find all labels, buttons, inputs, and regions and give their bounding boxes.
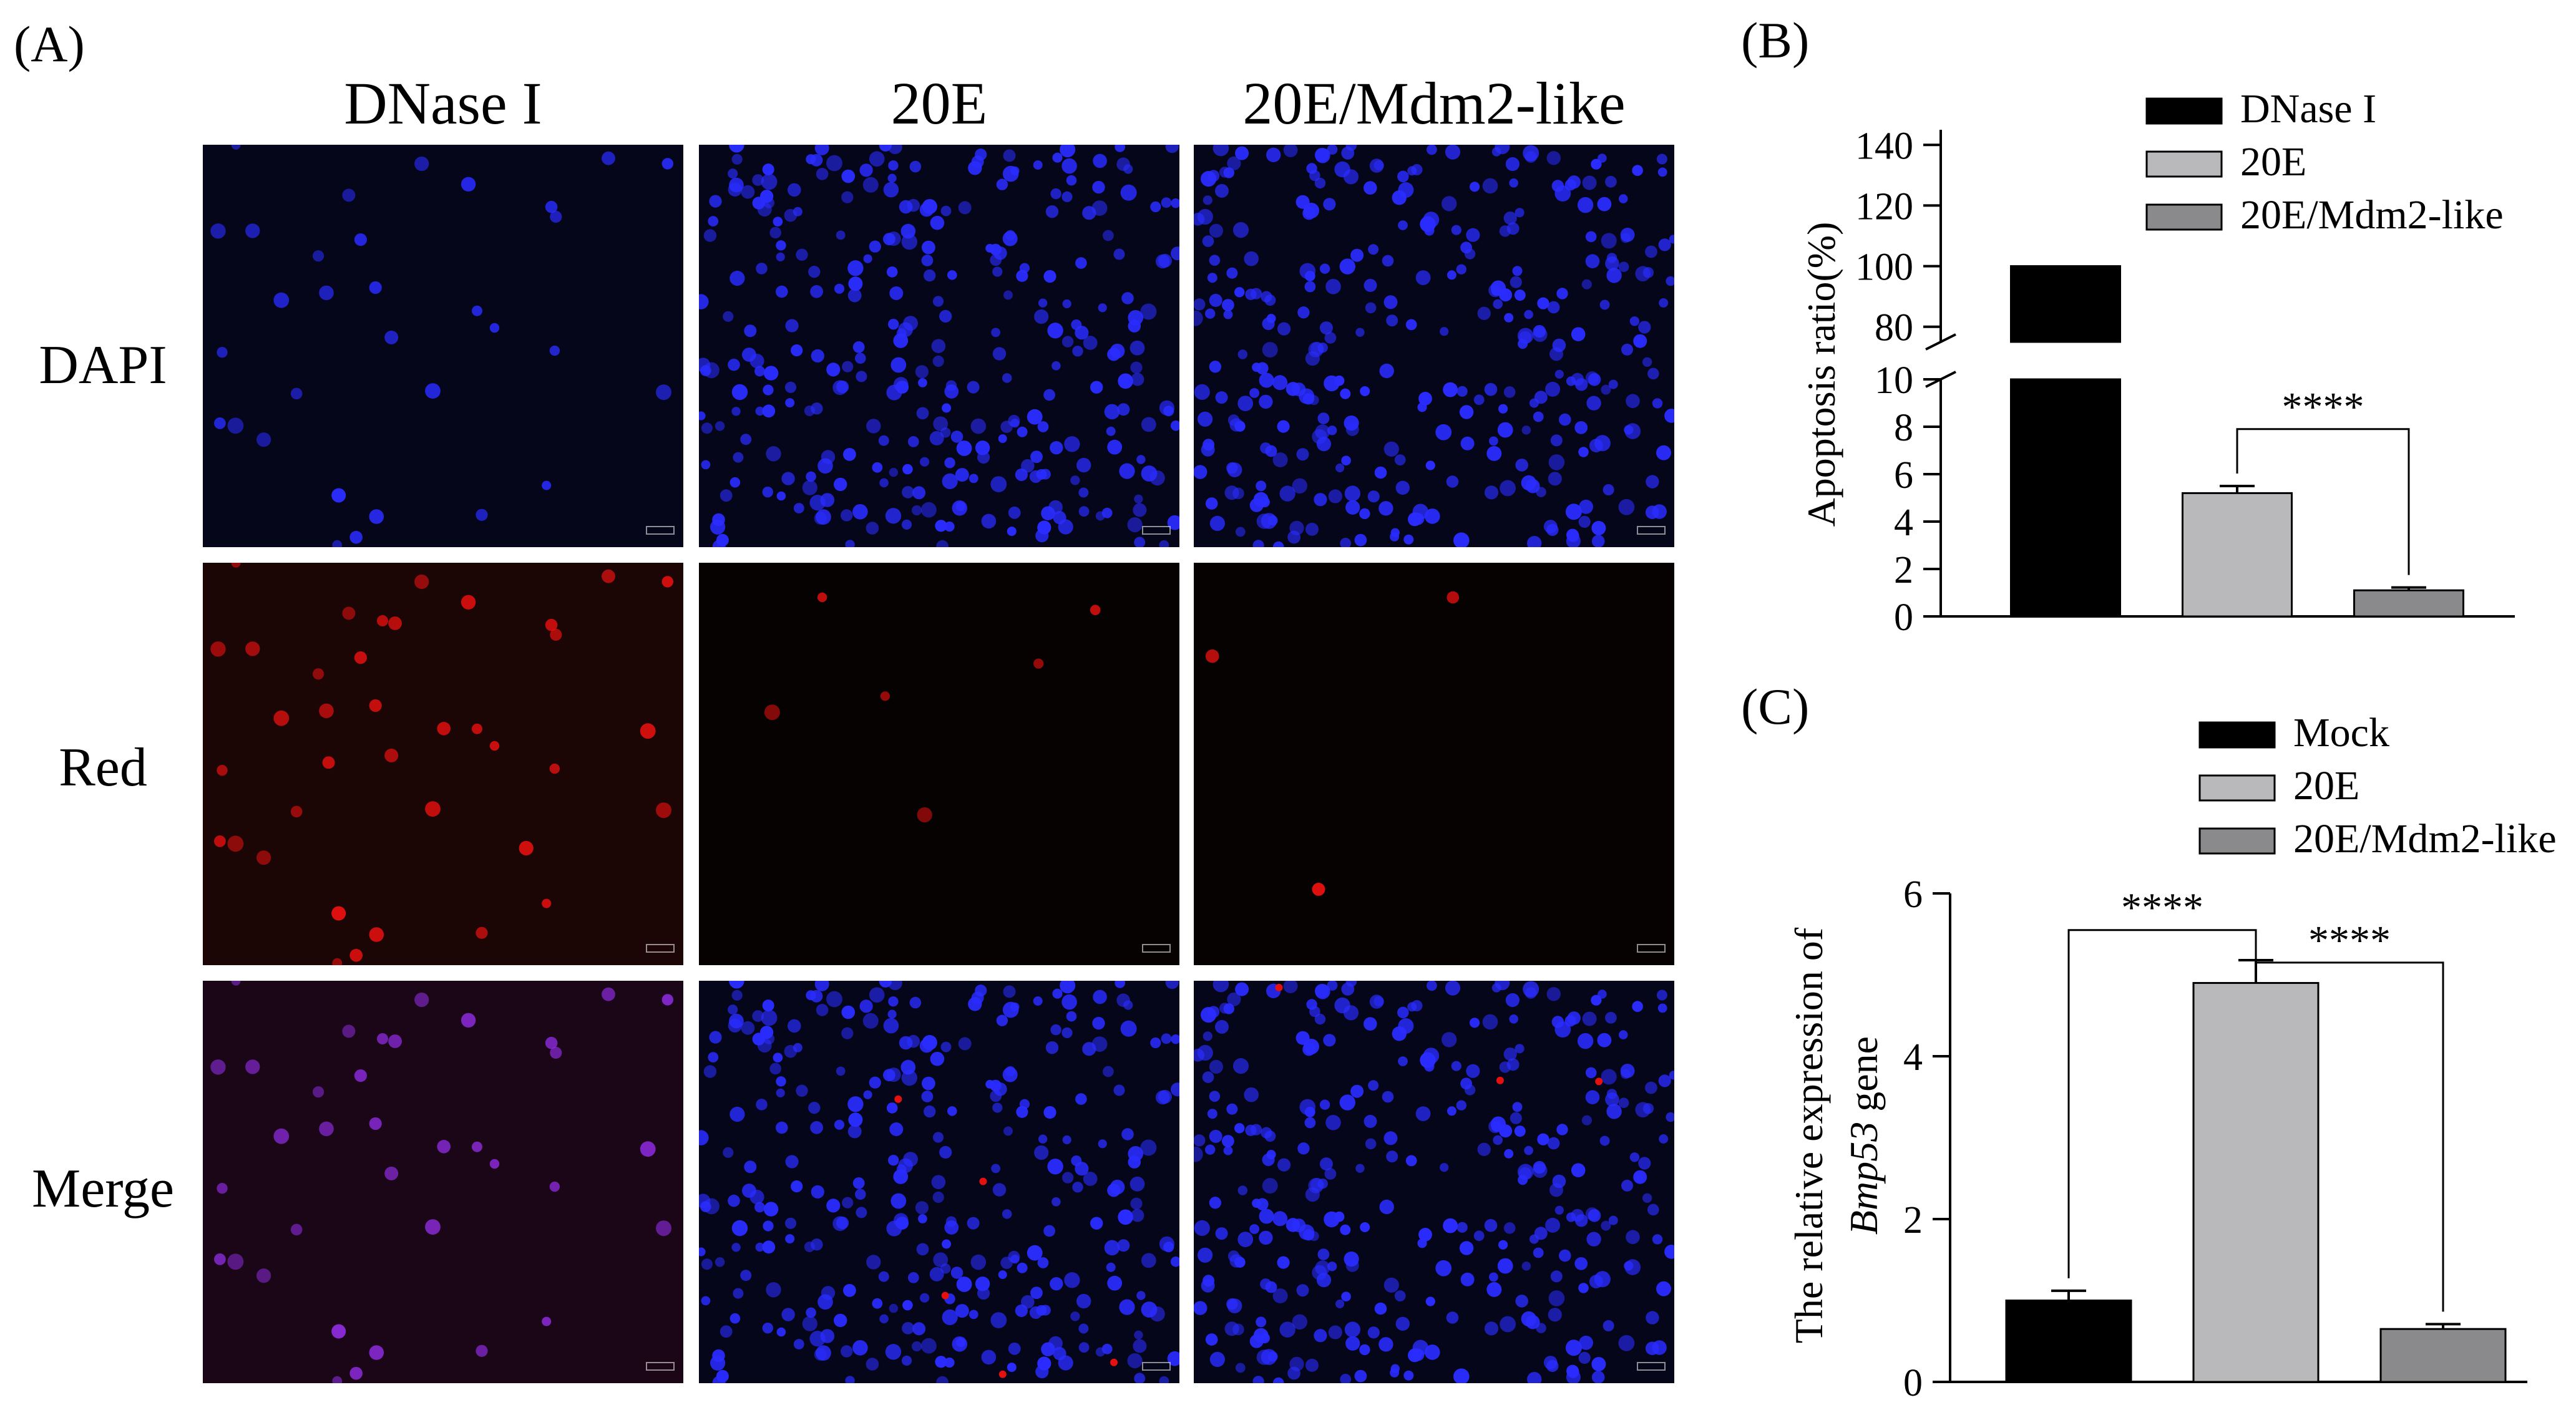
panel-a-label: (A) bbox=[14, 16, 85, 72]
b-legend-swatch-0 bbox=[2145, 97, 2223, 125]
c-ylabel-gene: Bmp53 bbox=[1842, 1122, 1886, 1235]
row-label-merge: Merge bbox=[31, 1159, 175, 1219]
image-merge-20e bbox=[699, 981, 1179, 1383]
column-header-dnase: DNase I bbox=[344, 70, 542, 137]
image-merge-dnase bbox=[203, 981, 683, 1383]
b-significance-0-bracket bbox=[2236, 428, 2410, 575]
scale-bar bbox=[1637, 526, 1666, 535]
b-legend-label-2: 20E/Mdm2-like bbox=[2240, 192, 2504, 238]
chart-apoptosis-ratio: (B) 0 2 4 6 8 10 80 100 120 140 Apoptosis ratio(%) *… bbox=[1741, 12, 2515, 639]
b-ytick-label-lower-8: 8 bbox=[1894, 407, 1913, 449]
panel-c-label: (C) bbox=[1741, 678, 1809, 735]
c-bar-1 bbox=[2192, 982, 2320, 1383]
b-ytick-label-upper-80: 80 bbox=[1875, 307, 1913, 349]
image-red-dnase bbox=[203, 563, 683, 965]
column-header-20e: 20E bbox=[890, 70, 988, 137]
b-legend-label-1: 20E bbox=[2240, 139, 2306, 185]
image-red-20e-mdm2 bbox=[1194, 563, 1674, 965]
b-ytick-label-upper-120: 120 bbox=[1855, 185, 1913, 228]
row-label-red: Red bbox=[59, 737, 147, 798]
scale-bar bbox=[1637, 944, 1666, 953]
c-legend-label-2: 20E/Mdm2-like bbox=[2293, 816, 2557, 862]
c-significance-1-bracket bbox=[2255, 948, 2444, 1312]
b-ytick-label-lower-10: 10 bbox=[1875, 359, 1913, 402]
b-ytick-label-lower-2: 2 bbox=[1894, 549, 1913, 591]
c-ytick-label-6: 6 bbox=[1903, 873, 1923, 916]
b-ytick-label-lower-4: 4 bbox=[1894, 502, 1913, 544]
scale-bar bbox=[646, 944, 675, 953]
image-red-20e bbox=[699, 563, 1179, 965]
c-bar-2 bbox=[2379, 1328, 2507, 1383]
c-significance-1-label: **** bbox=[2308, 918, 2391, 963]
b-legend-label-0: DNase I bbox=[2240, 86, 2376, 132]
image-dapi-20e-mdm2 bbox=[1194, 145, 1674, 547]
b-bar-upper-0 bbox=[2010, 265, 2121, 343]
row-label-dapi: DAPI bbox=[39, 335, 167, 396]
c-legend-label-0: Mock bbox=[2293, 710, 2389, 756]
b-ytick-label-lower-0: 0 bbox=[1894, 596, 1913, 639]
scale-bar bbox=[646, 526, 675, 535]
c-legend-swatch-1 bbox=[2198, 774, 2276, 802]
panel-b-label: (B) bbox=[1741, 12, 1809, 69]
image-dapi-dnase bbox=[203, 145, 683, 547]
b-ytick-label-upper-140: 140 bbox=[1855, 125, 1913, 167]
c-ylabel-line1: The relative expression of bbox=[1787, 927, 1831, 1343]
b-axis-break-upper bbox=[1925, 333, 1956, 351]
c-significance-0-bracket bbox=[2067, 929, 2257, 1278]
scale-bar bbox=[1142, 526, 1171, 535]
c-ytick-label-0: 0 bbox=[1903, 1362, 1923, 1404]
scale-bar bbox=[1142, 1362, 1171, 1371]
c-significance-0-label: **** bbox=[2121, 885, 2203, 931]
b-significance-0-label: **** bbox=[2282, 384, 2364, 430]
scale-bar bbox=[646, 1362, 675, 1371]
c-ytick-label-4: 4 bbox=[1903, 1036, 1923, 1079]
c-legend-label-1: 20E bbox=[2293, 763, 2359, 809]
c-ytick-label-2: 2 bbox=[1903, 1199, 1923, 1242]
scale-bar bbox=[1142, 944, 1171, 953]
column-header-20e-mdm2: 20E/Mdm2-like bbox=[1242, 70, 1626, 137]
c-legend-swatch-2 bbox=[2198, 827, 2276, 855]
b-legend-swatch-2 bbox=[2145, 203, 2223, 231]
image-dapi-20e bbox=[699, 145, 1179, 547]
b-bar-lower-0 bbox=[2010, 378, 2121, 618]
b-legend-swatch-1 bbox=[2145, 150, 2223, 178]
scale-bar bbox=[1637, 1362, 1666, 1371]
b-ytick-label-upper-100: 100 bbox=[1855, 246, 1913, 289]
image-merge-20e-mdm2 bbox=[1194, 981, 1674, 1383]
c-ylabel-suffix: gene bbox=[1842, 1036, 1886, 1122]
c-ylabel-line2: Bmp53 gene bbox=[1842, 1036, 1886, 1235]
b-ylabel: Apoptosis ratio(%) bbox=[1799, 222, 1843, 527]
b-ytick-label-lower-6: 6 bbox=[1894, 454, 1913, 497]
c-bar-0 bbox=[2005, 1300, 2132, 1383]
c-legend-swatch-0 bbox=[2198, 721, 2276, 749]
b-bar-1 bbox=[2182, 492, 2293, 618]
